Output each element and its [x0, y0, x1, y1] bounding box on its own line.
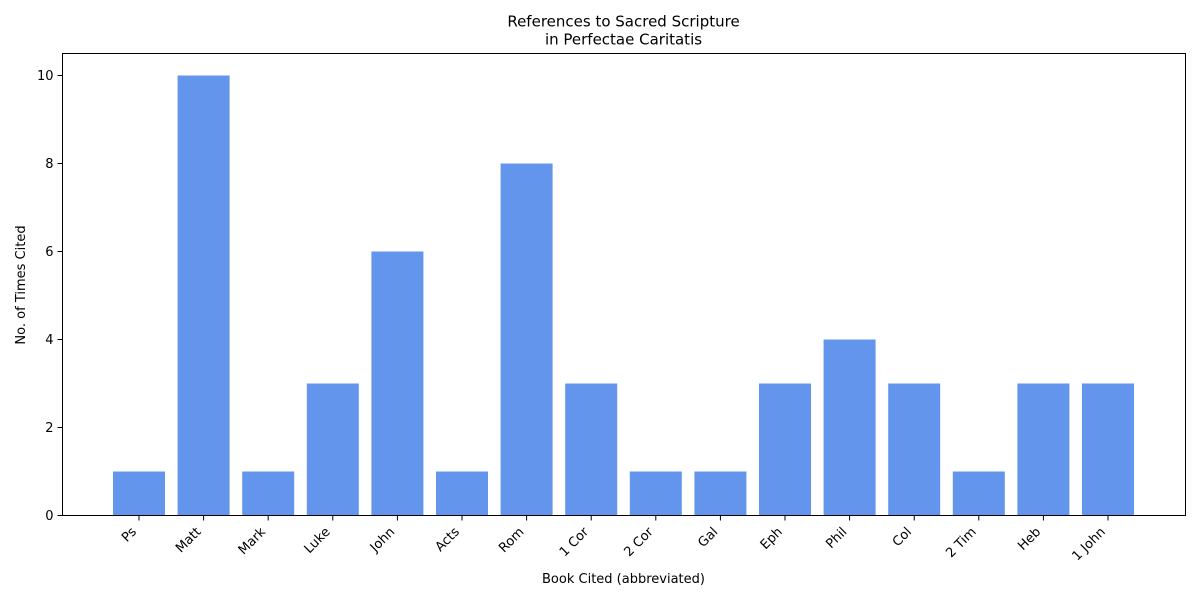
- x-tick-label: Mark: [236, 524, 270, 558]
- plot-area-frame: [62, 53, 1186, 516]
- x-tick-label: Col: [890, 525, 915, 550]
- y-tick-label: 10: [37, 69, 54, 84]
- bar-eph: [759, 383, 811, 516]
- x-tick-label: John: [367, 525, 398, 556]
- bar-luke: [306, 383, 359, 516]
- bar-col: [888, 383, 941, 516]
- x-tick-label: Ps: [119, 525, 140, 546]
- bar-john: [371, 251, 424, 516]
- x-tick-label: 1 John: [1069, 525, 1108, 564]
- y-axis-label: No. of Times Cited: [14, 225, 29, 344]
- y-tick-label: 8: [45, 157, 53, 172]
- bar-2-cor: [629, 471, 682, 516]
- y-tick-label: 2: [45, 421, 53, 436]
- y-axis: 0 2 4 6 8 10: [37, 69, 63, 524]
- x-tick-label: 2 Tim: [943, 525, 979, 561]
- bar-1-cor: [565, 383, 618, 516]
- y-tick-label: 6: [45, 245, 53, 260]
- bar-mark: [242, 471, 295, 516]
- bar-matt: [177, 75, 230, 516]
- bar-heb: [1017, 383, 1070, 516]
- x-tick-label: Luke: [302, 525, 334, 557]
- x-tick-label: 1 Cor: [557, 524, 593, 560]
- x-tick-label: Matt: [173, 525, 204, 556]
- bar-2-tim: [952, 471, 1005, 516]
- bar-rom: [500, 163, 553, 516]
- x-tick-label: Heb: [1015, 525, 1044, 554]
- chart-title-line-1: References to Sacred Scripture: [507, 13, 739, 31]
- bar-acts: [436, 471, 488, 516]
- y-tick-label: 0: [45, 509, 53, 524]
- chart-title-line-2: in Perfectae Caritatis: [545, 31, 702, 49]
- x-tick-label: Phil: [823, 525, 850, 552]
- bar-gal: [694, 471, 747, 516]
- x-axis: Ps Matt Mark Luke John Acts Rom 1 Cor 2 Cor Gal Ep…: [119, 515, 1109, 564]
- x-tick-label: Eph: [758, 525, 786, 553]
- x-tick-label: 2 Cor: [621, 524, 657, 560]
- y-tick-label: 4: [45, 333, 53, 348]
- bar-1-john: [1082, 383, 1134, 516]
- x-tick-label: Gal: [695, 525, 721, 551]
- x-tick-label: Acts: [433, 525, 463, 555]
- x-axis-label: Book Cited (abbreviated): [542, 572, 705, 587]
- x-tick-label: Rom: [496, 525, 527, 556]
- bars-group: [113, 75, 1134, 516]
- bar-ps: [113, 471, 165, 516]
- bar-phil: [823, 339, 876, 516]
